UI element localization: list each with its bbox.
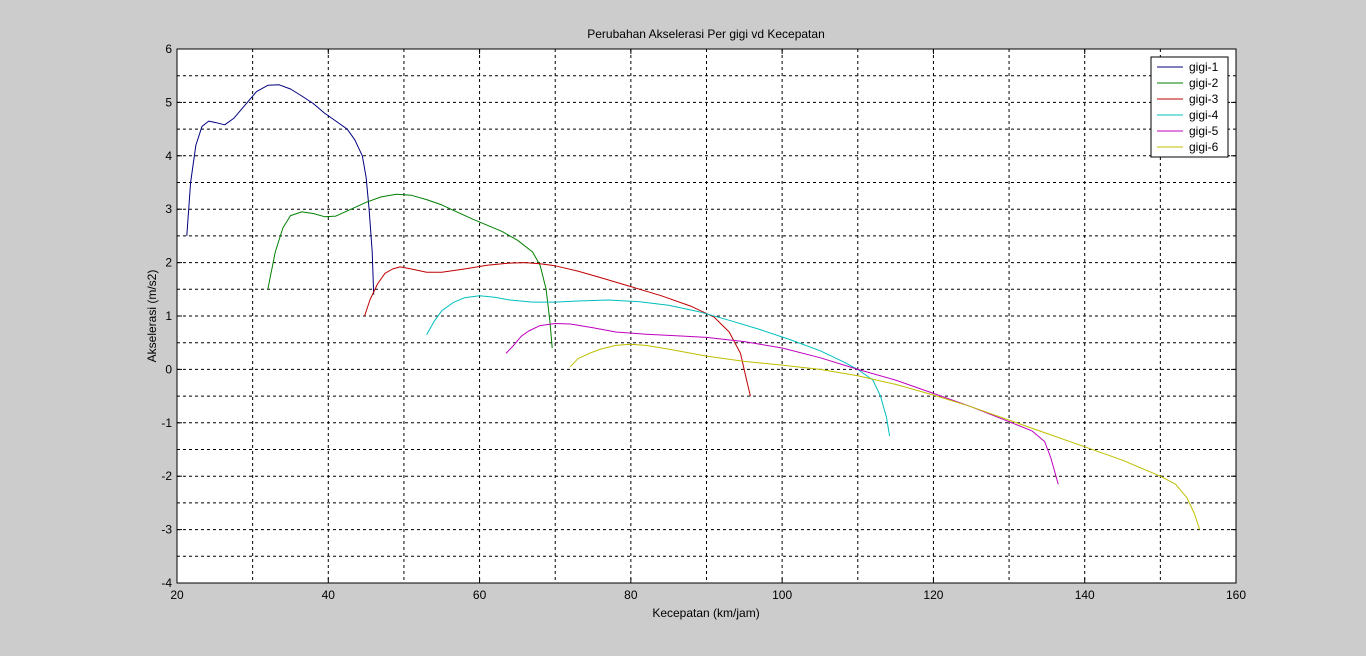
legend-label: gigi-2 <box>1189 76 1219 90</box>
y-tick-label: 2 <box>165 256 172 270</box>
x-axis-label: Kecepatan (km/jam) <box>652 606 759 620</box>
x-tick-label: 100 <box>772 588 792 602</box>
chart-title: Perubahan Akselerasi Per gigi vd Kecepat… <box>587 27 825 41</box>
y-tick-label: -2 <box>161 469 172 483</box>
y-tick-label: -3 <box>161 523 172 537</box>
series-line-gigi-5 <box>505 323 1059 485</box>
series-lines <box>186 84 1201 530</box>
x-tick-label: 20 <box>170 588 184 602</box>
series-line-gigi-6 <box>569 343 1201 530</box>
legend-label: gigi-4 <box>1189 108 1219 122</box>
series-line-gigi-2 <box>267 193 553 349</box>
y-tick-label: -1 <box>161 416 172 430</box>
x-tick-label: 60 <box>473 588 487 602</box>
series-line-gigi-1 <box>186 84 375 295</box>
x-tick-label: 140 <box>1075 588 1095 602</box>
legend: gigi-1 gigi-2 gigi-3 gigi-4 gigi-5 gigi-6 <box>1150 56 1229 158</box>
y-tick-label: 1 <box>165 309 172 323</box>
legend-label: gigi-3 <box>1189 92 1219 106</box>
y-tick-label: -4 <box>161 576 172 590</box>
y-tick-label: 0 <box>165 362 172 376</box>
y-tick-label: 3 <box>165 202 172 216</box>
x-tick-label: 160 <box>1226 588 1246 602</box>
y-tick-label: 5 <box>165 95 172 109</box>
series-line-gigi-3 <box>364 262 751 397</box>
legend-label: gigi-1 <box>1189 60 1219 74</box>
y-tick-label: 6 <box>165 42 172 56</box>
legend-label: gigi-5 <box>1189 124 1219 138</box>
y-tick-label: 4 <box>165 149 172 163</box>
grid-lines <box>177 49 1236 583</box>
x-tick-label: 120 <box>923 588 943 602</box>
legend-box <box>1150 56 1229 158</box>
y-axis-ticks: -4 -3 -2 -1 0 1 2 3 4 5 6 <box>161 42 1236 590</box>
x-axis-ticks: 20 40 60 80 100 120 140 160 <box>170 49 1246 602</box>
legend-label: gigi-6 <box>1189 140 1219 154</box>
x-tick-label: 40 <box>322 588 336 602</box>
y-axis-label: Akselerasi (m/s2) <box>145 270 159 363</box>
x-tick-label: 80 <box>624 588 638 602</box>
